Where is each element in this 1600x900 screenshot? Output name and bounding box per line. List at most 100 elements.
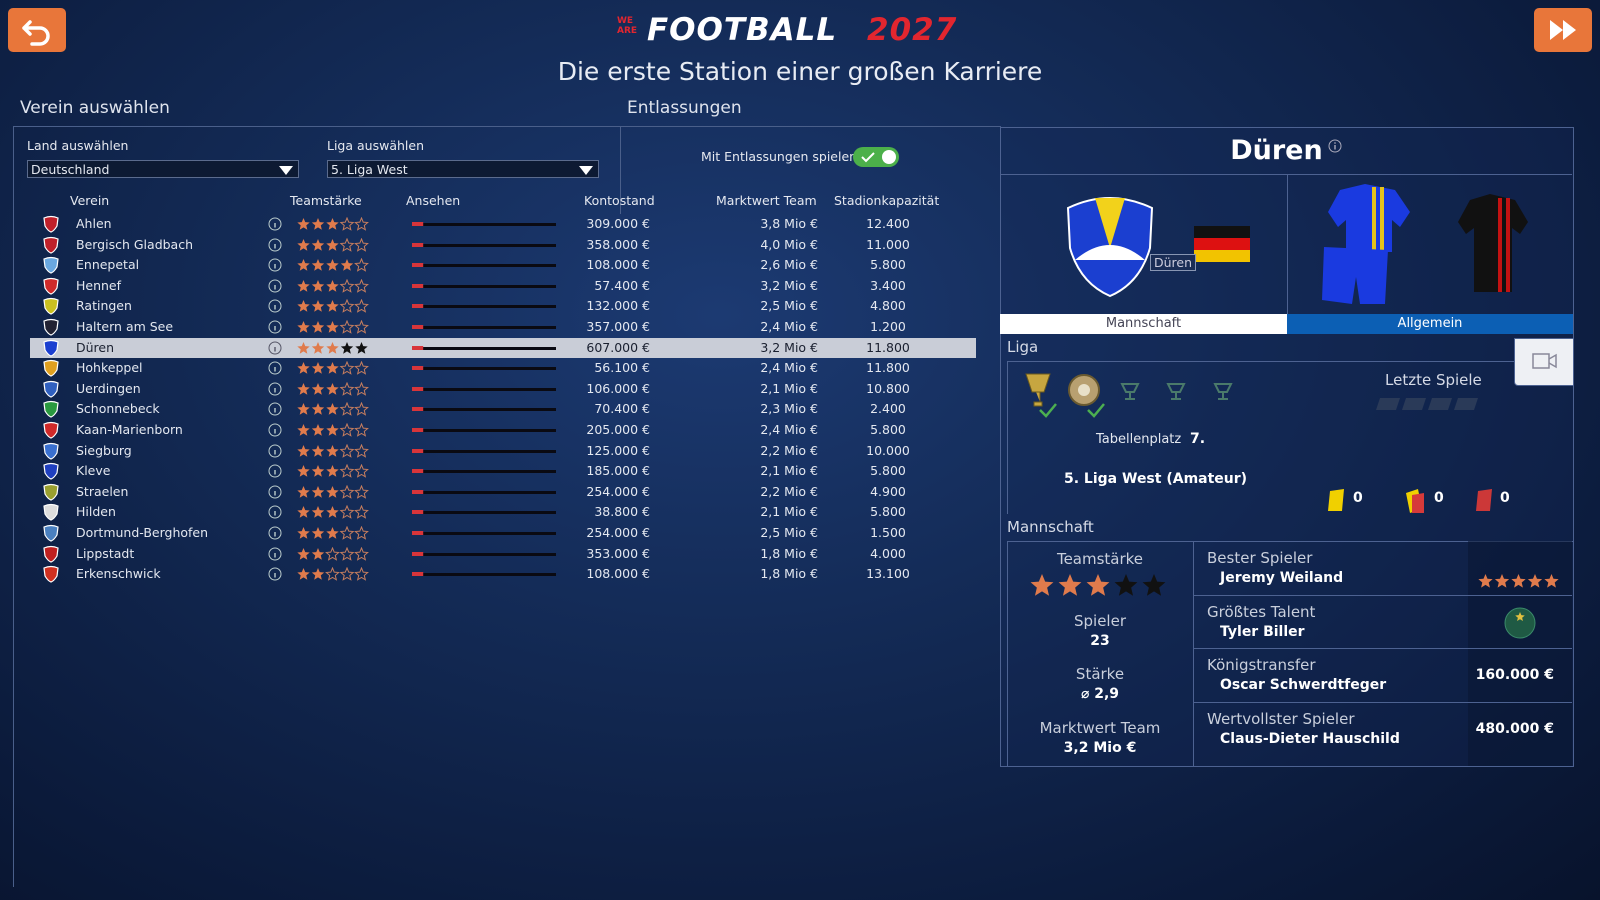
club-row[interactable]: Düren 607.000 € 3,2 Mio € 11.800	[30, 337, 976, 358]
club-row[interactable]: Straelen 254.000 € 2,2 Mio € 4.900	[30, 482, 976, 502]
balance: 205.000 €	[586, 422, 650, 437]
reputation-track	[412, 449, 556, 453]
reputation-bar	[412, 345, 556, 350]
info-icon	[268, 279, 282, 293]
reputation-bar	[412, 263, 556, 268]
balance: 254.000 €	[586, 483, 650, 499]
crest-shape	[43, 524, 59, 542]
stadium: 4.000	[870, 545, 906, 561]
club-row[interactable]: Lippstadt 353.000 € 1,8 Mio € 4.000	[30, 544, 976, 564]
club-row[interactable]: Schonnebeck 70.400 € 2,3 Mio € 2.400	[30, 399, 976, 419]
club-row[interactable]: Haltern am See 357.000 € 2,4 Mio € 1.200	[30, 317, 976, 337]
club-row[interactable]: Ennepetal 108.000 € 2,6 Mio € 5.800	[30, 255, 976, 275]
star-empty	[354, 361, 369, 375]
reputation-bar	[412, 489, 556, 494]
stadium: 10.000	[866, 442, 910, 458]
info-circle	[268, 299, 282, 313]
crest-shape	[43, 504, 59, 522]
star-filled	[297, 362, 310, 374]
reputation-bar	[412, 572, 556, 577]
star-filled	[1544, 574, 1559, 588]
star-filled	[326, 382, 339, 395]
club-crest	[43, 483, 59, 501]
club-row[interactable]: Bergisch Gladbach 358.000 € 4,0 Mio € 11.00…	[30, 235, 976, 255]
highlight-label: Königstransfer	[1207, 656, 1316, 674]
star-empty	[339, 237, 355, 252]
reputation-track	[412, 573, 556, 577]
stadium: 2.400	[870, 401, 906, 417]
balance: 185.000 €	[586, 463, 650, 479]
divider	[1000, 174, 1572, 175]
info-circle	[268, 361, 282, 375]
forward-button[interactable]	[1534, 8, 1592, 52]
reputation-track	[412, 284, 556, 288]
star-rating	[297, 443, 369, 458]
tab[interactable]: Mannschaft	[1000, 314, 1287, 334]
section-title: Verein auswählen	[20, 98, 170, 118]
column-header: Kontostand	[584, 193, 655, 208]
tab[interactable]: Allgemein	[1287, 314, 1573, 334]
club-row[interactable]: Ahlen 309.000 € 3,8 Mio € 12.400	[30, 214, 976, 234]
star-filled	[311, 465, 325, 477]
info-icon	[268, 505, 282, 519]
star-empty	[339, 320, 355, 334]
market-value: 2,2 Mio €	[760, 483, 818, 499]
club-row[interactable]: Hilden 38.800 € 2,1 Mio € 5.800	[30, 502, 976, 522]
column-header: Verein	[70, 193, 110, 208]
club-name: Schonnebeck	[76, 401, 160, 417]
star-empty	[354, 443, 369, 458]
info-bar	[274, 449, 276, 455]
star-empty	[355, 341, 368, 354]
info-bar	[274, 284, 276, 290]
stadium: 10.800	[866, 380, 910, 396]
star-empty	[339, 567, 355, 581]
club-row[interactable]: Ratingen 132.000 € 2,5 Mio € 4.800	[30, 296, 976, 316]
league-select[interactable]: 5. Liga West	[327, 160, 599, 178]
stadium: 11.000	[866, 236, 910, 252]
market-value: 1,8 Mio €	[760, 566, 818, 582]
back-button[interactable]	[8, 8, 66, 52]
club-row[interactable]: Erkenschwick 108.000 € 1,8 Mio € 13.100	[30, 564, 976, 584]
video-button[interactable]	[1514, 338, 1574, 386]
star-empty	[354, 464, 369, 478]
logo-are: ARE	[617, 26, 638, 36]
market-value: 2,4 Mio €	[760, 319, 818, 334]
club-row[interactable]: Hennef 57.400 € 3,2 Mio € 3.400	[30, 276, 976, 296]
club-crest	[43, 524, 59, 542]
balance: 254.000 €	[586, 525, 650, 540]
card-icons	[1328, 489, 1492, 513]
club-crest	[43, 257, 59, 274]
info-icon	[268, 402, 282, 416]
crest-shape	[43, 380, 59, 398]
info-circle	[268, 320, 282, 334]
toggle[interactable]	[853, 147, 899, 167]
club-row[interactable]: Kaan-Marienborn 205.000 € 2,4 Mio € 5.800	[30, 420, 976, 440]
star-filled	[311, 485, 325, 498]
club-name: Hohkeppel	[76, 360, 143, 376]
trophies	[1025, 373, 1233, 418]
strength-label: Teamstärke	[1056, 550, 1144, 568]
club-row[interactable]: Kleve 185.000 € 2,1 Mio € 5.800	[30, 461, 976, 481]
star-filled	[340, 259, 354, 271]
club-row[interactable]: Hohkeppel 56.100 € 2,4 Mio € 11.800	[30, 358, 976, 378]
club-name: Düren	[76, 339, 115, 355]
star-filled	[326, 362, 339, 374]
club-row[interactable]: Uerdingen 106.000 € 2,1 Mio € 10.800	[30, 379, 976, 399]
info-bar	[274, 387, 276, 393]
rating-label: Stärke	[1075, 665, 1125, 683]
star-filled	[297, 527, 310, 539]
stadium: 12.400	[866, 216, 910, 231]
club-row[interactable]: Dortmund-Berghofen 254.000 € 2,5 Mio € 1.50…	[30, 523, 976, 543]
country-select[interactable]: Deutschland	[27, 160, 299, 178]
star-filled	[297, 465, 310, 477]
club-row[interactable]: Siegburg 125.000 € 2,2 Mio € 10.000	[30, 441, 976, 461]
club-name: Erkenschwick	[76, 566, 161, 582]
reputation-track	[412, 490, 556, 494]
reputation-track	[412, 511, 556, 515]
reputation-bar	[412, 304, 556, 309]
club-crest	[43, 463, 59, 480]
star-filled	[326, 485, 339, 498]
crest-shape	[43, 545, 59, 563]
info-icon	[268, 526, 282, 540]
club-crest	[43, 215, 59, 233]
